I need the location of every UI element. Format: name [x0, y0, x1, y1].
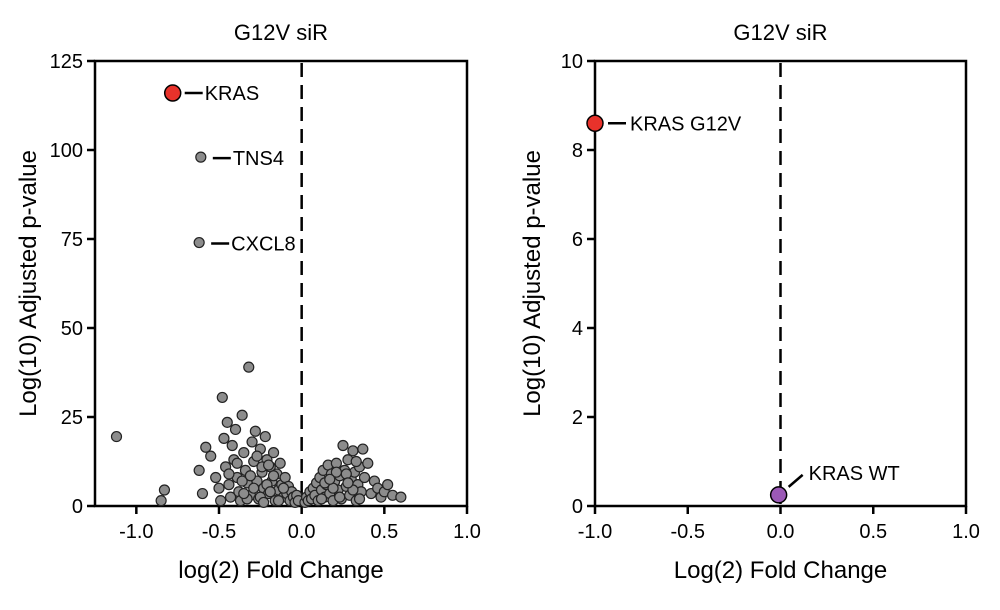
- data-point-65: [248, 482, 260, 494]
- data-point-68: [272, 495, 285, 507]
- data-point-73: [238, 487, 250, 500]
- data-point-72: [263, 459, 275, 471]
- data-point-10: [216, 391, 228, 404]
- annotation-label-kras: KRAS: [205, 83, 259, 105]
- data-point-45: [274, 457, 286, 469]
- y-axis-label-0: Log(10) Adjusted p-value: [15, 150, 42, 417]
- data-point-14: [223, 479, 235, 491]
- data-point-125: [353, 493, 366, 505]
- y-tick-label-1-2: 4: [572, 318, 583, 340]
- data-point-69: [277, 482, 290, 494]
- data-point-2: [155, 495, 167, 507]
- x-tick-label-0-4: 1.0: [453, 521, 481, 543]
- data-point-67: [267, 470, 280, 482]
- chart-title-1: G12V siR: [733, 20, 827, 45]
- x-tick-label-0-1: -0.5: [202, 521, 236, 543]
- data-point-111: [362, 457, 374, 469]
- data-point-71: [244, 470, 257, 482]
- data-point-64: [223, 468, 235, 480]
- y-tick-label-1-1: 2: [572, 407, 583, 429]
- data-point-119: [395, 491, 407, 503]
- labeled-point-kras-g12v: [586, 114, 604, 133]
- data-point-41: [267, 447, 280, 459]
- x-axis-label-1: Log(2) Fold Change: [674, 557, 887, 584]
- x-axis-label-0: log(2) Fold Change: [178, 557, 383, 584]
- y-tick-label-1-5: 10: [561, 51, 583, 73]
- data-point-57: [251, 450, 263, 462]
- data-point-4: [196, 487, 209, 500]
- data-point-123: [340, 468, 352, 480]
- y-tick-label-1-3: 6: [572, 229, 583, 251]
- annotation-label-cxcl8: CXCL8: [231, 234, 295, 256]
- labeled-point-kras-wt: [769, 486, 788, 504]
- data-point-18: [229, 423, 242, 436]
- data-point-5: [200, 441, 212, 453]
- data-point-15: [224, 491, 237, 503]
- data-point-130: [315, 493, 328, 505]
- data-point-103: [347, 445, 359, 457]
- data-point-3: [193, 464, 205, 476]
- annotation-leader-kras-wt: [787, 473, 804, 488]
- data-point-30: [249, 425, 261, 437]
- y-tick-label-0-4: 100: [50, 140, 83, 162]
- x-tick-label-1-4: 1.0: [952, 521, 980, 543]
- annotation-label-kras-wt: KRAS WT: [809, 463, 900, 485]
- data-point-6: [205, 450, 217, 462]
- highlighted-point-kras: [163, 84, 182, 102]
- plot-frame-0: [93, 59, 469, 508]
- data-point-23: [238, 447, 250, 459]
- x-tick-label-0-0: -1.0: [119, 521, 153, 543]
- data-point-16: [226, 439, 238, 452]
- data-point-8: [213, 482, 225, 494]
- y-tick-label-0-0: 0: [72, 496, 83, 518]
- data-point-126: [342, 477, 354, 489]
- data-point-128: [330, 466, 342, 478]
- y-tick-label-0-2: 50: [61, 318, 83, 340]
- annotated-point-tns4: [195, 151, 207, 163]
- chart-title-0: G12V siR: [234, 20, 328, 45]
- data-point-97: [337, 439, 349, 452]
- data-point-70: [258, 496, 270, 509]
- x-tick-label-0-3: 0.5: [370, 521, 398, 543]
- data-point-36: [259, 430, 271, 443]
- y-axis-label-1: Log(10) Adjusted p-value: [519, 150, 546, 417]
- x-tick-label-0-2: 0.0: [288, 521, 316, 543]
- data-point-110: [358, 471, 371, 484]
- x-tick-label-1-0: -1.0: [578, 521, 612, 543]
- data-point-9: [215, 495, 227, 507]
- y-tick-label-1-4: 8: [572, 140, 583, 162]
- y-tick-label-0-5: 125: [50, 51, 83, 73]
- data-point-129: [324, 473, 336, 485]
- x-tick-label-1-2: 0.0: [767, 521, 795, 543]
- y-tick-label-0-1: 25: [61, 407, 83, 429]
- data-point-109: [357, 443, 369, 455]
- data-point-22: [236, 409, 248, 421]
- data-point-1: [158, 484, 171, 496]
- data-point-127: [350, 455, 362, 468]
- data-point-11: [218, 432, 230, 444]
- data-point-28: [246, 436, 258, 448]
- y-tick-label-0-3: 75: [61, 229, 83, 251]
- data-point-7: [210, 471, 222, 484]
- data-point-62: [236, 475, 248, 487]
- x-tick-label-1-3: 0.5: [859, 521, 887, 543]
- annotation-label-kras-g12v: KRAS G12V: [630, 113, 742, 135]
- data-point-117: [382, 479, 394, 491]
- y-tick-label-1-0: 0: [572, 496, 583, 518]
- data-point-63: [231, 457, 243, 469]
- data-point-26: [243, 361, 255, 373]
- annotation-label-tns4: TNS4: [233, 148, 284, 170]
- data-point-0: [110, 430, 123, 443]
- data-point-60: [264, 486, 276, 498]
- data-point-122: [334, 491, 346, 503]
- data-point-13: [221, 416, 233, 428]
- x-tick-label-1-1: -0.5: [671, 521, 705, 543]
- annotated-point-cxcl8: [193, 236, 205, 249]
